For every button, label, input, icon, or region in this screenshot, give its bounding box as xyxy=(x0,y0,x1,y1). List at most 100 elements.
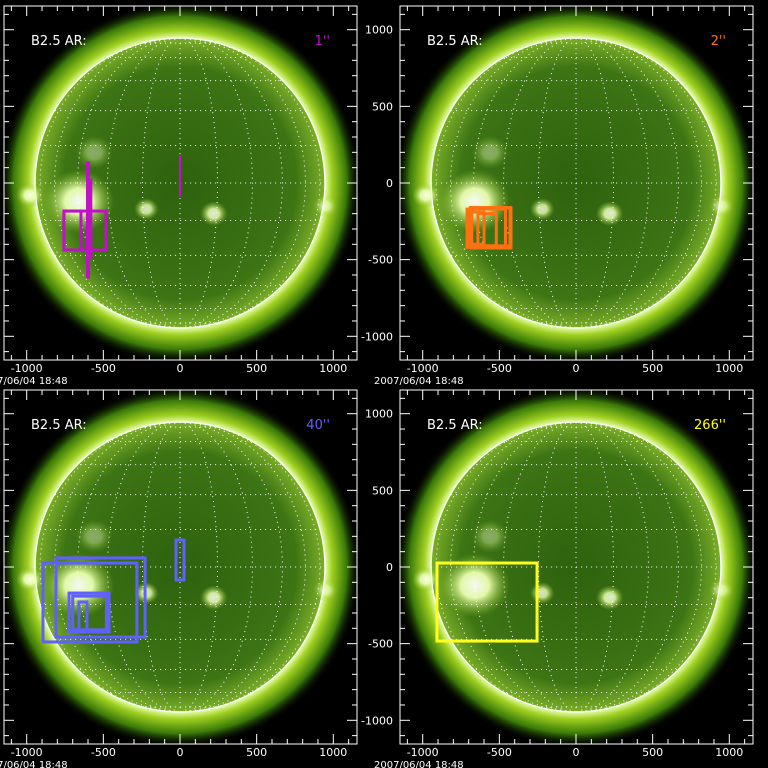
solar-image xyxy=(400,390,753,744)
y-tick-label: -1000 xyxy=(361,714,393,727)
x-tick-label: 0 xyxy=(573,746,580,759)
x-tick-label: -500 xyxy=(91,362,116,375)
limb-circle xyxy=(430,421,722,713)
x-tick-label: -500 xyxy=(91,746,116,759)
region-box xyxy=(467,210,486,246)
x-tick-label: 1000 xyxy=(715,362,743,375)
region-box xyxy=(62,209,83,252)
x-tick-label: 0 xyxy=(573,362,580,375)
longitude-line xyxy=(179,38,321,328)
longitude-line xyxy=(450,38,577,328)
active-region xyxy=(709,578,734,602)
axis-ticks xyxy=(400,6,753,360)
y-tick-label: -500 xyxy=(368,638,393,651)
region-box xyxy=(77,600,89,633)
lat-lon-grid xyxy=(35,422,325,712)
longitude-line xyxy=(450,422,577,712)
y-tick-label: 500 xyxy=(372,100,393,113)
active-region xyxy=(411,566,440,592)
longitude-line xyxy=(179,422,321,712)
timestamp: 2007/06/04 18:48 xyxy=(0,376,68,387)
longitude-line xyxy=(575,422,717,712)
panel-3: -1000 -500 0 500 1000 B2.5 AR: 40'' 2007/06/04 … xyxy=(0,389,358,768)
x-tick-label: 500 xyxy=(642,362,663,375)
y-tick-label: 1000 xyxy=(365,24,393,37)
x-tick-label: -500 xyxy=(487,746,512,759)
active-region xyxy=(471,519,509,553)
solar-image xyxy=(4,6,357,360)
longitude-line xyxy=(142,38,181,328)
solar-disk xyxy=(35,422,325,712)
panel-1: -1000 -500 0 500 1000 B2.5 AR: 1'' 2007/06/04 1… xyxy=(0,5,358,387)
longitude-line xyxy=(575,38,679,328)
region-box xyxy=(476,212,498,248)
active-region xyxy=(43,169,115,234)
panel-title: B2.5 AR: xyxy=(31,34,87,49)
limb-circle xyxy=(34,37,326,329)
x-tick-label: -1000 xyxy=(11,362,43,375)
active-region xyxy=(313,194,338,218)
y-tick-label: 0 xyxy=(386,561,393,574)
longitude-line xyxy=(575,38,614,328)
active-region xyxy=(134,198,159,221)
x-tick-label: -1000 xyxy=(407,746,439,759)
region-box xyxy=(88,178,93,259)
longitude-line xyxy=(473,38,577,328)
longitude-line xyxy=(179,38,218,328)
lat-lon-grid xyxy=(35,38,325,328)
longitude-line xyxy=(575,38,702,328)
axis-ticks xyxy=(4,390,357,744)
timestamp: 2007/06/04 18:48 xyxy=(374,376,464,387)
solar-disk xyxy=(431,38,721,328)
limb-circle xyxy=(430,37,722,329)
active-region xyxy=(15,182,44,208)
panel-4: -1000 -500 0 500 1000 1000 500 0 -500 -1000 B2.5 A… xyxy=(361,389,754,768)
scale-label: 266'' xyxy=(694,418,726,433)
solar-image xyxy=(4,390,357,744)
active-region xyxy=(75,135,113,169)
longitude-line xyxy=(54,38,181,328)
active-region xyxy=(439,553,511,618)
region-box xyxy=(67,591,111,634)
longitude-line xyxy=(538,38,577,328)
x-tick-label: -1000 xyxy=(11,746,43,759)
active-region xyxy=(313,578,338,602)
x-tick-label: 500 xyxy=(642,746,663,759)
active-region xyxy=(595,585,624,611)
x-tick-label: 0 xyxy=(177,746,184,759)
longitude-line xyxy=(435,38,577,328)
longitude-line xyxy=(179,38,283,328)
x-tick-label: 1000 xyxy=(319,362,347,375)
scale-label: 2'' xyxy=(711,34,726,49)
longitude-line xyxy=(575,422,614,712)
x-tick-label: 1000 xyxy=(319,746,347,759)
y-tick-label: 1000 xyxy=(365,408,393,421)
longitude-line xyxy=(39,38,181,328)
longitude-line xyxy=(179,422,306,712)
region-box xyxy=(41,561,139,644)
x-tick-label: 0 xyxy=(177,362,184,375)
longitude-line xyxy=(107,38,181,328)
longitude-line xyxy=(179,422,218,712)
x-tick-label: 500 xyxy=(246,746,267,759)
active-region xyxy=(411,182,440,208)
active-region xyxy=(471,135,509,169)
region-box xyxy=(174,538,186,582)
active-region xyxy=(439,169,511,234)
region-box xyxy=(54,556,147,639)
active-region xyxy=(199,201,228,227)
active-region xyxy=(199,585,228,611)
x-tick-label: -500 xyxy=(487,362,512,375)
active-region xyxy=(43,553,115,618)
active-region xyxy=(595,201,624,227)
solar-image xyxy=(400,6,753,360)
x-tick-label: -1000 xyxy=(407,362,439,375)
axis-ticks xyxy=(4,6,357,360)
longitude-line xyxy=(575,422,702,712)
active-region xyxy=(75,519,113,553)
timestamp: 2007/06/04 18:48 xyxy=(0,760,68,768)
x-tick-label: 1000 xyxy=(715,746,743,759)
longitude-line xyxy=(575,422,649,712)
x-tick-label: 500 xyxy=(246,362,267,375)
panel-title: B2.5 AR: xyxy=(31,418,87,433)
